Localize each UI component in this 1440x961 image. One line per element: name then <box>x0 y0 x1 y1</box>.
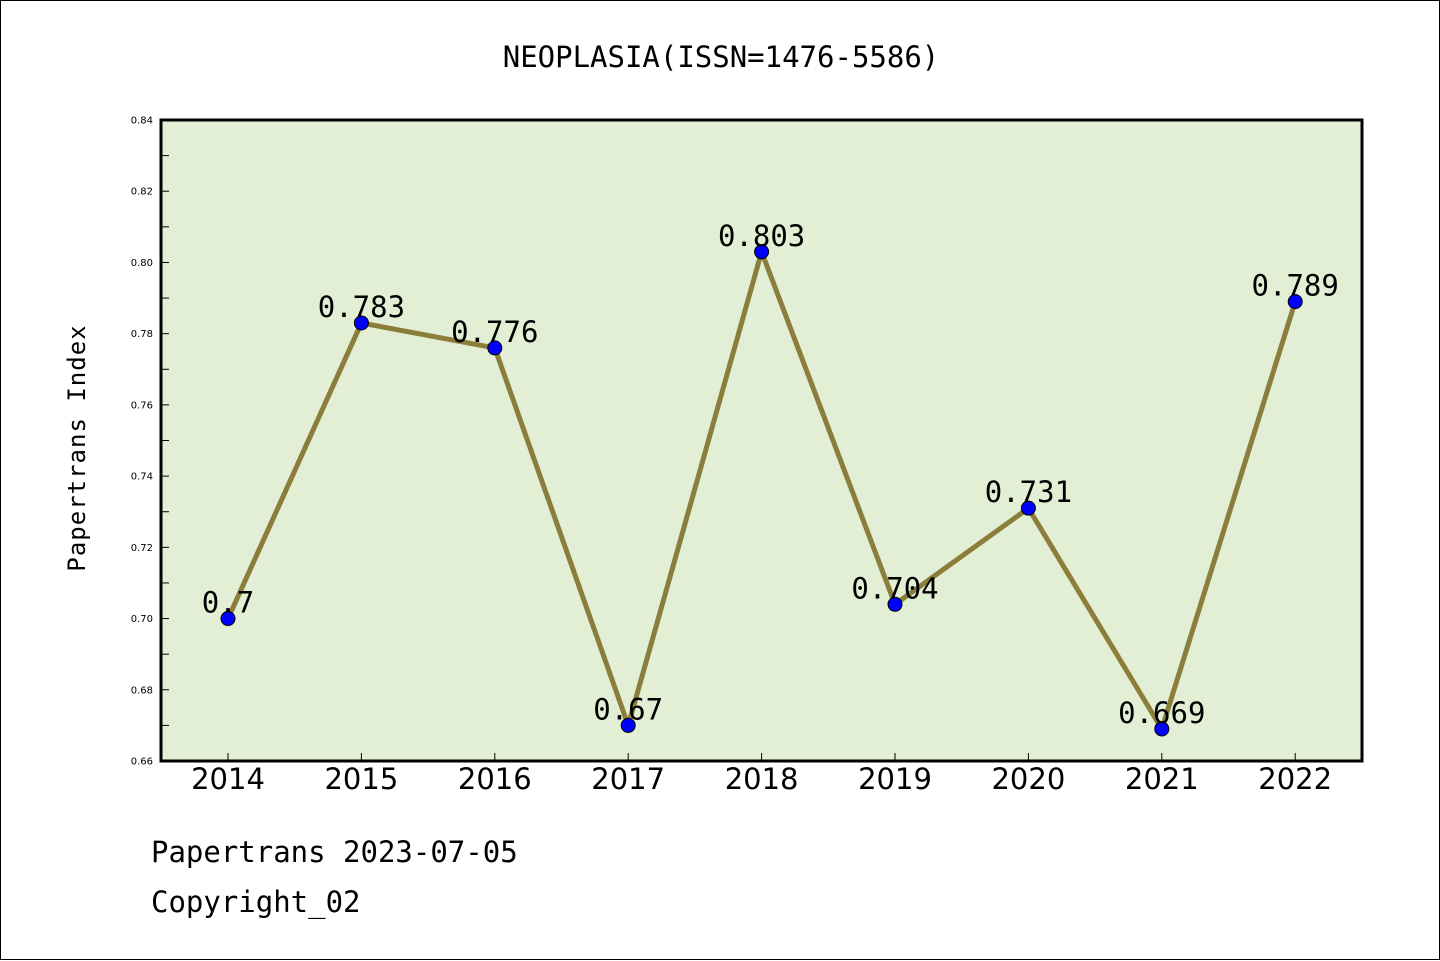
data-point <box>887 596 903 612</box>
data-label: 0.704 <box>851 571 938 605</box>
y-tick-label: 0.72 <box>131 543 153 554</box>
y-axis-label: Papertrans Index <box>63 324 91 571</box>
data-point <box>620 717 636 733</box>
data-point <box>1287 294 1303 310</box>
x-tick-label: 2020 <box>991 762 1065 796</box>
data-label: 0.776 <box>451 315 538 349</box>
x-tick-label: 2022 <box>1258 762 1332 796</box>
data-point <box>754 244 770 260</box>
footer-copyright: Copyright_02 <box>151 885 361 919</box>
y-tick-label: 0.84 <box>131 116 153 127</box>
x-tick-label: 2019 <box>858 762 932 796</box>
chart-title: NEOPLASIA(ISSN=1476-5586) <box>503 40 940 74</box>
x-tick-label: 2017 <box>591 762 665 796</box>
y-tick-label: 0.70 <box>131 614 153 625</box>
data-label: 0.731 <box>985 475 1072 509</box>
data-label: 0.783 <box>318 290 405 324</box>
data-point <box>1154 721 1170 737</box>
data-point <box>487 340 503 356</box>
data-label: 0.789 <box>1252 269 1339 303</box>
plot-area <box>159 118 1364 763</box>
data-label: 0.669 <box>1118 696 1205 730</box>
x-tick-label: 2018 <box>725 762 799 796</box>
y-tick-label: 0.78 <box>131 329 153 340</box>
data-label: 0.67 <box>593 692 663 726</box>
data-point <box>220 611 236 627</box>
data-point <box>353 315 369 331</box>
x-tick-label: 2016 <box>458 762 532 796</box>
series-markers <box>220 244 1303 737</box>
x-tick-label: 2021 <box>1125 762 1199 796</box>
y-tick-label: 0.68 <box>131 685 153 696</box>
axis-ticks: 0.66 0.68 0.70 0.72 0.74 0.76 0.78 0.80 0.82 0.84… <box>131 116 1332 797</box>
data-label: 0.803 <box>718 219 805 253</box>
data-point <box>1020 500 1036 516</box>
y-tick-label: 0.80 <box>131 258 153 269</box>
y-tick-label: 0.66 <box>131 757 153 768</box>
y-tick-label: 0.82 <box>131 187 153 198</box>
data-labels: 0.7 0.783 0.776 0.67 0.803 0.704 0.731 0.669 0.7… <box>202 219 1339 730</box>
footer-date: Papertrans 2023-07-05 <box>151 835 518 869</box>
x-tick-label: 2015 <box>324 762 398 796</box>
y-tick-label: 0.76 <box>131 400 153 411</box>
x-tick-label: 2014 <box>191 762 265 796</box>
data-label: 0.7 <box>202 586 254 620</box>
y-tick-label: 0.74 <box>131 472 153 483</box>
